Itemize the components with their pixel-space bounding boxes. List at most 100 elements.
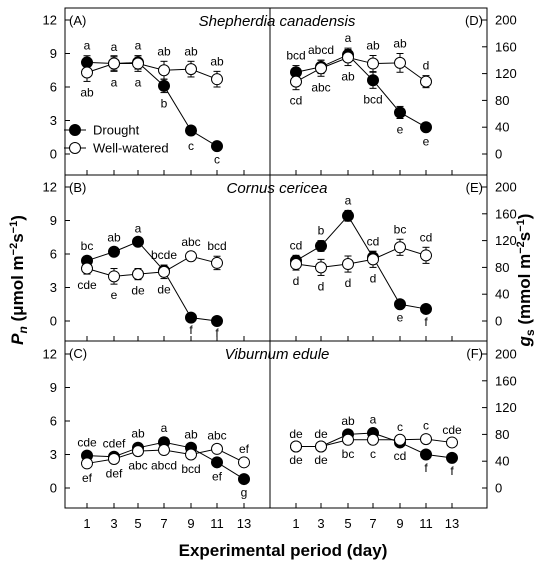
data-point-b-wellwatered xyxy=(108,270,120,283)
significance-label: a xyxy=(135,75,142,89)
data-point-c-wellwatered xyxy=(108,452,120,465)
species-title: Cornus cericea xyxy=(227,180,328,197)
significance-label: ab xyxy=(80,85,94,99)
significance-label: cd xyxy=(290,94,303,108)
data-point-e-wellwatered xyxy=(290,258,302,271)
right-y-axis-title: gs (mmol m−2s−1) xyxy=(515,214,537,348)
significance-label: a xyxy=(84,39,91,53)
left-y-tick-label: 3 xyxy=(50,113,57,128)
significance-label: cd xyxy=(367,234,380,248)
data-point-b-wellwatered xyxy=(211,256,223,269)
data-point-d-wellwatered xyxy=(367,57,379,70)
significance-label: d xyxy=(293,274,300,288)
significance-label: ef xyxy=(82,471,93,485)
data-point-e-wellwatered xyxy=(367,253,379,266)
data-point-c-wellwatered xyxy=(158,444,170,457)
left-y-tick-label: 9 xyxy=(50,46,57,61)
data-point-f-wellwatered xyxy=(446,436,458,449)
data-point-b-wellwatered xyxy=(158,265,170,278)
significance-label: f xyxy=(450,464,454,478)
significance-label: ab xyxy=(184,44,198,58)
legend-well-watered-marker xyxy=(69,142,81,154)
data-point-f-drought xyxy=(420,448,432,461)
significance-label: e xyxy=(111,288,118,302)
significance-label: bc xyxy=(81,239,94,253)
x-tick-label: 1 xyxy=(292,516,299,531)
left-y-tick-label: 3 xyxy=(50,447,57,462)
panel-frame-row3 xyxy=(64,340,488,509)
significance-label: b xyxy=(161,97,168,111)
x-tick-label: 7 xyxy=(369,516,376,531)
significance-label: ab xyxy=(131,426,145,440)
data-point-b-wellwatered xyxy=(132,268,144,281)
significance-label: cd xyxy=(394,449,407,463)
x-tick-label: 11 xyxy=(419,516,433,531)
data-point-b-drought xyxy=(132,235,144,248)
x-tick-label: 3 xyxy=(317,516,324,531)
significance-label: cde xyxy=(77,278,97,292)
left-y-tick-label: 12 xyxy=(43,13,57,28)
significance-label: ab xyxy=(157,44,171,58)
right-y-tick-label: 200 xyxy=(495,347,517,362)
significance-label: f xyxy=(215,326,219,340)
significance-label: de xyxy=(289,427,303,441)
significance-label: ab xyxy=(210,54,224,68)
series-line-e-wellwatered xyxy=(295,246,427,268)
left-y-tick-label: 0 xyxy=(50,314,57,329)
data-point-a-drought xyxy=(81,56,93,69)
data-point-d-drought xyxy=(367,74,379,87)
legend-drought-marker xyxy=(69,124,81,136)
significance-label: ab xyxy=(393,37,407,51)
x-tick-label: 5 xyxy=(134,516,141,531)
significance-label: abc xyxy=(207,429,226,443)
significance-label: de xyxy=(157,283,171,297)
left-y-tick-label: 6 xyxy=(50,414,57,429)
significance-label: a xyxy=(345,31,352,45)
left-y-tick-label: 12 xyxy=(43,347,57,362)
significance-label: c xyxy=(188,139,194,153)
significance-label: cde xyxy=(442,423,462,437)
significance-label: bc xyxy=(394,222,407,236)
right-y-tick-label: 0 xyxy=(495,147,502,162)
right-y-tick-label: 120 xyxy=(495,66,517,81)
x-tick-label: 1 xyxy=(83,516,90,531)
significance-label: a xyxy=(111,40,118,54)
significance-label: a xyxy=(111,75,118,89)
data-point-e-drought xyxy=(342,209,354,222)
right-y-tick-label: 0 xyxy=(495,314,502,329)
left-y-tick-label: 6 xyxy=(50,247,57,262)
right-y-tick-label: 160 xyxy=(495,373,517,388)
significance-label: cd xyxy=(290,238,303,252)
data-point-a-wellwatered xyxy=(211,73,223,86)
significance-label: cdef xyxy=(103,436,126,450)
significance-label: b xyxy=(318,224,325,238)
significance-label: abcd xyxy=(308,43,334,57)
data-point-b-drought xyxy=(211,315,223,327)
panel-label-right: (F) xyxy=(466,346,483,361)
significance-label: g xyxy=(241,485,248,499)
data-point-a-drought xyxy=(185,124,197,137)
data-point-f-wellwatered xyxy=(367,433,379,446)
left-y-tick-label: 9 xyxy=(50,213,57,228)
data-point-b-drought xyxy=(185,311,197,324)
significance-label: de xyxy=(314,453,328,467)
significance-label: de xyxy=(131,284,145,298)
data-point-f-wellwatered xyxy=(315,440,327,453)
panel-label-left: (B) xyxy=(69,180,86,195)
left-y-axis-title: Pn (μmol m−2s−1) xyxy=(8,215,30,345)
significance-label: ef xyxy=(212,470,223,484)
significance-label: cde xyxy=(77,435,97,449)
significance-label: ab xyxy=(341,70,355,84)
significance-label: a xyxy=(161,421,168,435)
left-y-tick-label: 9 xyxy=(50,380,57,395)
significance-label: cd xyxy=(420,230,433,244)
significance-label: bc xyxy=(342,447,355,461)
x-tick-label: 13 xyxy=(237,516,251,531)
plot-series xyxy=(81,47,458,486)
significance-label: de xyxy=(314,427,328,441)
panel-label-left: (A) xyxy=(69,13,86,28)
x-tick-label: 11 xyxy=(210,516,224,531)
significance-label: c xyxy=(370,447,376,461)
